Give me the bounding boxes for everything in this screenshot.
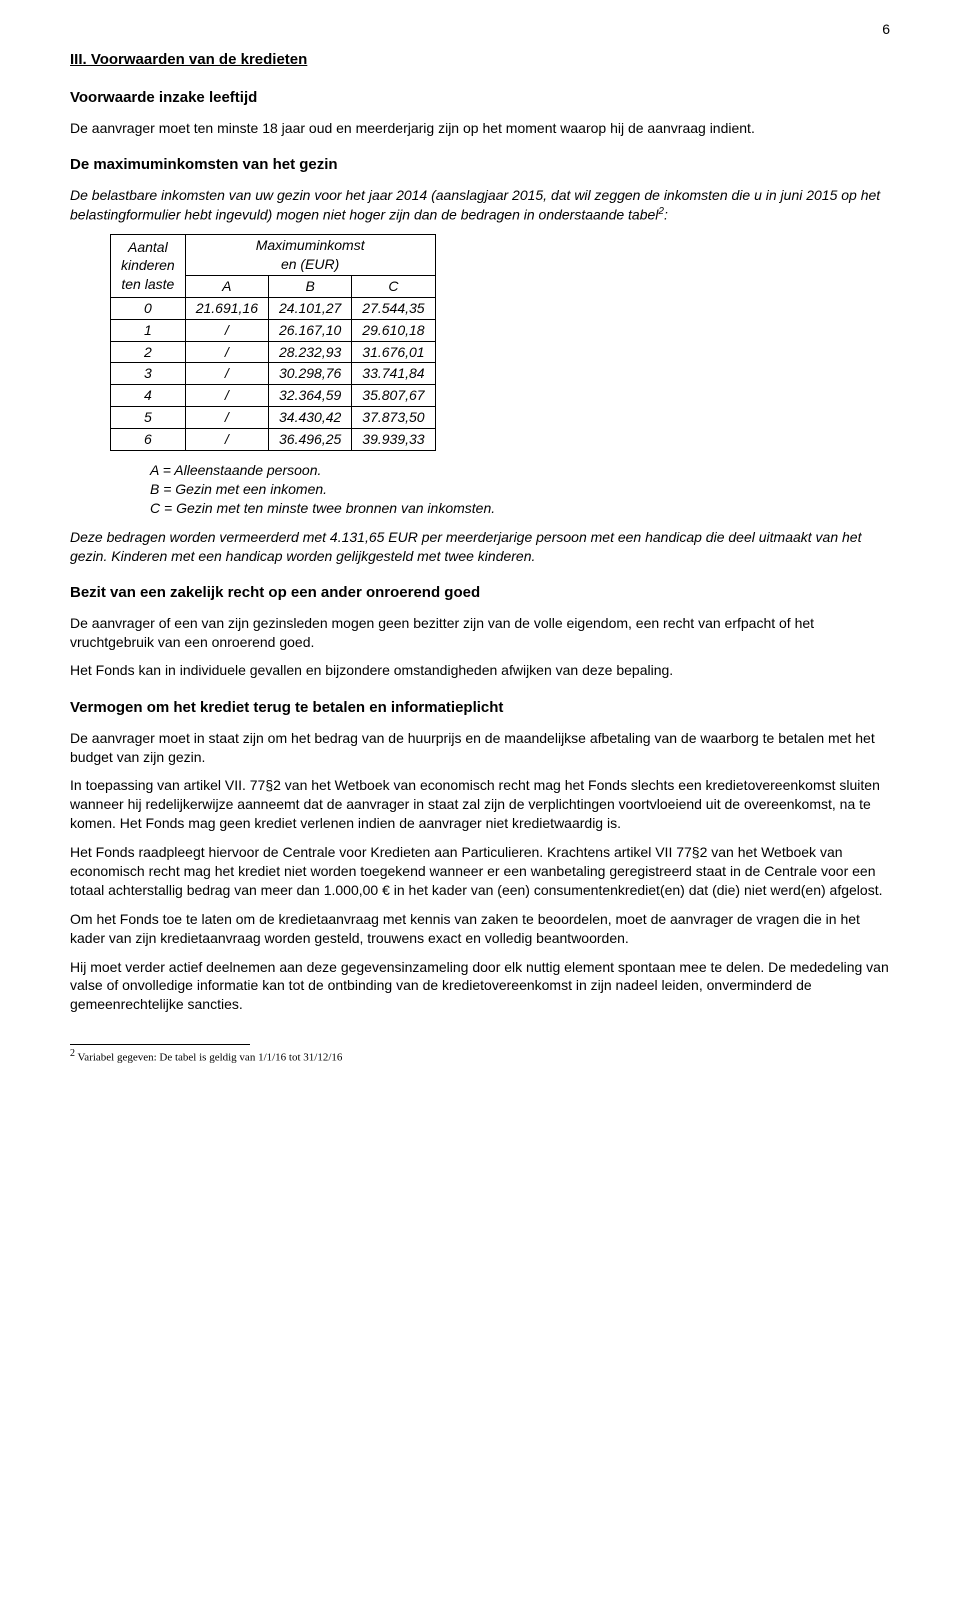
cell: 37.873,50 [352, 407, 435, 429]
table-row: 3 / 30.298,76 33.741,84 [111, 363, 436, 385]
cell: 39.939,33 [352, 429, 435, 451]
cell: 27.544,35 [352, 297, 435, 319]
cell: 6 [111, 429, 186, 451]
para-handicap: Deze bedragen worden vermeerderd met 4.1… [70, 528, 890, 566]
cell: 33.741,84 [352, 363, 435, 385]
th-maxincome: Maximuminkomst en (EUR) [185, 235, 435, 276]
cell: / [185, 385, 268, 407]
heading-zakelijk: Bezit van een zakelijk recht op een ande… [70, 583, 890, 603]
legend-b: B = Gezin met een inkomen. [150, 480, 890, 499]
heading-vermogen: Vermogen om het krediet terug te betalen… [70, 698, 890, 718]
table-row: 5 / 34.430,42 37.873,50 [111, 407, 436, 429]
cell: 1 [111, 319, 186, 341]
cell: 30.298,76 [269, 363, 352, 385]
cell: / [185, 429, 268, 451]
cell: 21.691,16 [185, 297, 268, 319]
para-vermogen-1: De aanvrager moet in staat zijn om het b… [70, 729, 890, 767]
th-maxincome-a: Maximuminkomst [256, 237, 365, 253]
th-col-c: C [352, 275, 435, 297]
cell: 32.364,59 [269, 385, 352, 407]
table-row: 6 / 36.496,25 39.939,33 [111, 429, 436, 451]
para-age: De aanvrager moet ten minste 18 jaar oud… [70, 119, 890, 138]
cell: 5 [111, 407, 186, 429]
footnote-separator [70, 1044, 250, 1045]
table-row: 4 / 32.364,59 35.807,67 [111, 385, 436, 407]
cell: 2 [111, 341, 186, 363]
cell: 3 [111, 363, 186, 385]
cell: / [185, 363, 268, 385]
th-col-b: B [269, 275, 352, 297]
para-income-intro-a: De belastbare inkomsten van uw gezin voo… [70, 187, 880, 223]
cell: / [185, 319, 268, 341]
para-vermogen-5: Hij moet verder actief deelnemen aan dez… [70, 958, 890, 1015]
legend-a: A = Alleenstaande persoon. [150, 461, 890, 480]
page-number: 6 [882, 20, 890, 39]
para-vermogen-4: Om het Fonds toe te laten om de kredieta… [70, 910, 890, 948]
para-vermogen-2: In toepassing van artikel VII. 77§2 van … [70, 776, 890, 833]
table-row: 0 21.691,16 24.101,27 27.544,35 [111, 297, 436, 319]
cell: 4 [111, 385, 186, 407]
heading-age: Voorwaarde inzake leeftijd [70, 88, 890, 108]
para-vermogen-3: Het Fonds raadpleegt hiervoor de Central… [70, 843, 890, 900]
cell: 31.676,01 [352, 341, 435, 363]
th-col-a: A [185, 275, 268, 297]
th-maxincome-b: en (EUR) [281, 256, 339, 272]
th-children-a: Aantal [128, 239, 168, 255]
legend-c: C = Gezin met ten minste twee bronnen va… [150, 499, 890, 518]
heading-main: III. Voorwaarden van de kredieten [70, 50, 890, 70]
th-children: Aantal kinderen ten laste [111, 235, 186, 298]
table-row: 1 / 26.167,10 29.610,18 [111, 319, 436, 341]
cell: 24.101,27 [269, 297, 352, 319]
cell: 26.167,10 [269, 319, 352, 341]
cell: 29.610,18 [352, 319, 435, 341]
cell: 35.807,67 [352, 385, 435, 407]
cell: 0 [111, 297, 186, 319]
cell: / [185, 341, 268, 363]
heading-income: De maximuminkomsten van het gezin [70, 155, 890, 175]
cell: 34.430,42 [269, 407, 352, 429]
para-zakelijk-1: De aanvrager of een van zijn gezinsleden… [70, 614, 890, 652]
footnote: 2 Variabel gegeven: De tabel is geldig v… [70, 1047, 890, 1066]
footnote-text: Variabel gegeven: De tabel is geldig van… [75, 1052, 342, 1064]
th-children-b: kinderen [121, 257, 175, 273]
income-table: Aantal kinderen ten laste Maximuminkomst… [110, 234, 436, 451]
para-income-intro: De belastbare inkomsten van uw gezin voo… [70, 186, 890, 224]
cell: 28.232,93 [269, 341, 352, 363]
cell: / [185, 407, 268, 429]
para-zakelijk-2: Het Fonds kan in individuele gevallen en… [70, 661, 890, 680]
table-row: 2 / 28.232,93 31.676,01 [111, 341, 436, 363]
para-income-intro-b: : [664, 206, 668, 222]
th-children-c: ten laste [121, 276, 174, 292]
cell: 36.496,25 [269, 429, 352, 451]
legend: A = Alleenstaande persoon. B = Gezin met… [150, 461, 890, 518]
